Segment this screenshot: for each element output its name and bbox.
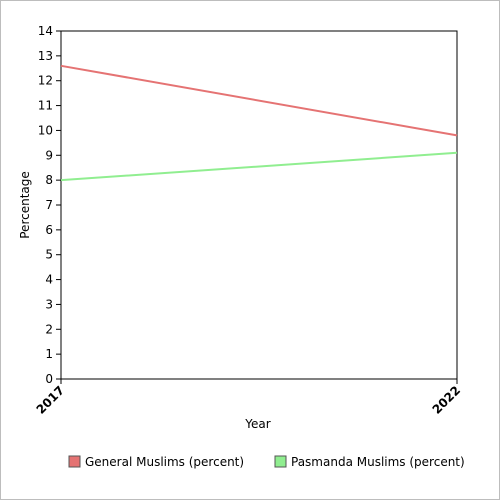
y-tick-label: 5 [45,248,53,262]
series-line-1 [60,64,458,137]
y-tick-label: 8 [45,173,53,187]
x-tick-label: 2017 [34,383,68,417]
y-tick-label: 7 [45,198,53,212]
y-tick-label: 14 [38,24,53,38]
y-tick-label: 13 [38,49,53,63]
y-axis-title: Percentage [18,171,32,239]
y-tick-label: 0 [45,372,53,386]
x-axis-ticks: 2017 2022 [34,379,464,417]
y-tick-label: 1 [45,347,53,361]
series-lines [60,64,458,182]
y-tick-label: 12 [38,74,53,88]
y-tick-label: 6 [45,223,53,237]
y-tick-label: 11 [38,99,53,113]
y-tick-label: 9 [45,148,53,162]
legend-label: Pasmanda Muslims (percent) [291,455,465,469]
legend: General Muslims (percent) Pasmanda Muslim… [68,455,465,469]
series-line-2 [60,151,458,182]
x-tick-label: 2022 [430,383,464,417]
y-tick-label: 4 [45,273,53,287]
y-tick-label: 3 [45,297,53,311]
legend-label: General Muslims (percent) [85,455,244,469]
y-tick-label: 2 [45,322,53,336]
legend-swatch [68,455,81,468]
legend-swatch [274,455,287,468]
plot-area [60,30,458,380]
y-tick-label: 10 [38,123,53,137]
x-axis-title: Year [244,417,270,431]
